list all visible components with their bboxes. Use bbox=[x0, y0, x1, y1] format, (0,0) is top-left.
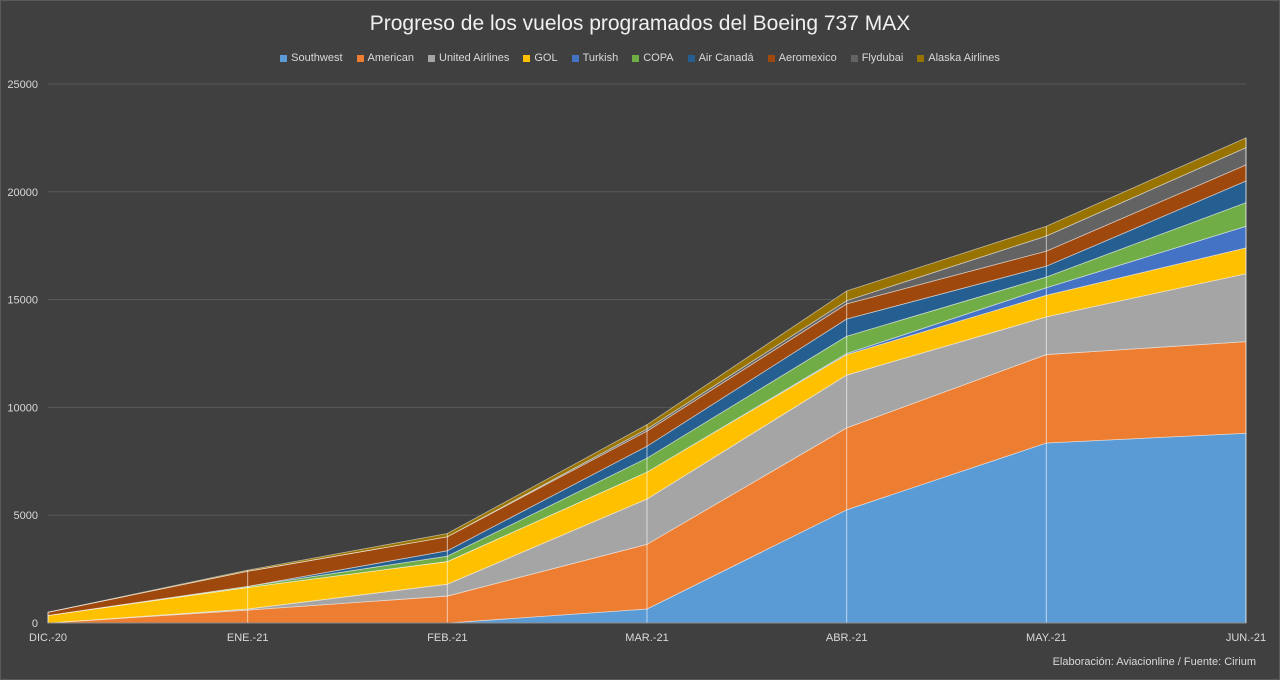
legend-item: Air Canadá bbox=[687, 52, 754, 64]
legend-label: Air Canadá bbox=[698, 52, 754, 64]
y-tick-label: 10000 bbox=[7, 402, 38, 414]
legend-label: Turkish bbox=[582, 52, 619, 64]
x-tick-label: ABR.-21 bbox=[826, 632, 868, 644]
legend-item: Turkish bbox=[571, 52, 619, 64]
legend-swatch bbox=[280, 54, 288, 62]
legend-swatch bbox=[632, 54, 640, 62]
legend-label: Alaska Airlines bbox=[928, 52, 1000, 64]
chart-title: Progreso de los vuelos programados del B… bbox=[369, 12, 911, 35]
legend-label: United Airlines bbox=[439, 52, 510, 64]
legend-swatch bbox=[767, 54, 775, 62]
chart-legend: Southwest American United Airlines GOL Turki… bbox=[0, 52, 1280, 64]
x-tick-label: MAY.-21 bbox=[1026, 632, 1067, 644]
legend-item: American bbox=[356, 52, 414, 64]
y-tick-label: 20000 bbox=[7, 187, 38, 199]
legend-label: Flydubai bbox=[861, 52, 904, 64]
legend-swatch bbox=[356, 54, 364, 62]
legend-swatch bbox=[523, 54, 531, 62]
legend-swatch bbox=[850, 54, 858, 62]
x-tick-label: FEB.-21 bbox=[427, 632, 467, 644]
legend-swatch bbox=[687, 54, 695, 62]
y-tick-label: 0 bbox=[32, 618, 38, 630]
legend-label: COPA bbox=[643, 52, 674, 64]
legend-swatch bbox=[571, 54, 579, 62]
legend-item: Southwest bbox=[280, 52, 343, 64]
legend-swatch bbox=[917, 54, 925, 62]
legend-swatch bbox=[428, 54, 435, 62]
x-tick-label: MAR.-21 bbox=[625, 632, 668, 644]
x-tick-label: JUN.-21 bbox=[1226, 632, 1266, 644]
legend-item: COPA bbox=[632, 52, 674, 64]
legend-item: GOL bbox=[523, 52, 558, 64]
y-tick-label: 25000 bbox=[7, 79, 38, 91]
legend-item: Flydubai bbox=[850, 52, 904, 64]
source-note: Elaboración: Aviacionline / Fuente: Ciri… bbox=[1052, 656, 1256, 668]
legend-item: Alaska Airlines bbox=[917, 52, 1000, 64]
legend-label: Aeromexico bbox=[778, 52, 837, 64]
legend-label: American bbox=[367, 52, 414, 64]
legend-label: GOL bbox=[534, 52, 558, 64]
legend-item: United Airlines bbox=[428, 52, 509, 64]
x-tick-label: DIC.-20 bbox=[29, 632, 67, 644]
y-tick-label: 15000 bbox=[7, 295, 38, 307]
legend-item: Aeromexico bbox=[767, 52, 837, 64]
x-tick-label: ENE.-21 bbox=[227, 632, 269, 644]
y-tick-label: 5000 bbox=[14, 510, 38, 522]
legend-label: Southwest bbox=[291, 52, 343, 64]
